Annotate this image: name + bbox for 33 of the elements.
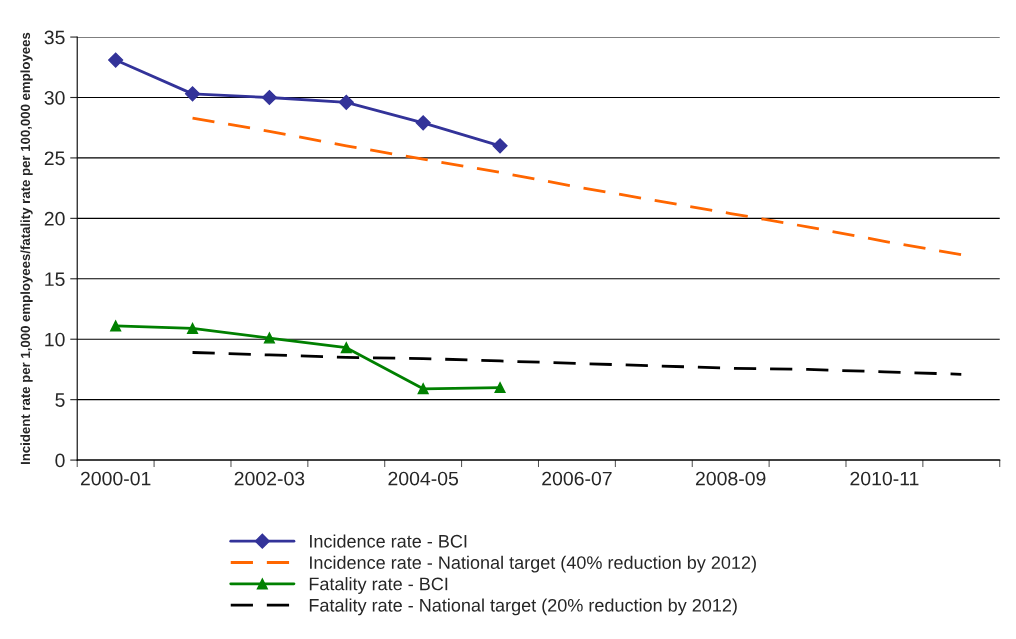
legend-label: Incidence rate - BCI [310, 534, 467, 548]
line-series [191, 116, 963, 256]
point [108, 52, 124, 68]
point [186, 322, 199, 334]
y-tick-label: 30 [44, 90, 65, 105]
y-tick-label: 25 [44, 151, 65, 166]
point [492, 138, 508, 154]
y-tick-label: 10 [45, 332, 65, 347]
y-tick-label: 20 [44, 211, 65, 226]
y-tick-label: 35 [44, 30, 65, 45]
y-tick-label: 5 [55, 393, 65, 407]
y-tick-label: 15 [45, 272, 65, 287]
legend-label: Incidence rate - National target (40% reduction by 2012) [310, 555, 756, 573]
point [184, 86, 201, 102]
y-tick-label: 0 [55, 453, 65, 468]
point [261, 89, 277, 106]
point [415, 115, 431, 131]
point [263, 332, 275, 344]
x-tick-label: 2004-05 [388, 471, 459, 486]
x-tick-label: 2002-03 [234, 471, 305, 486]
x-tick-label: 2010-11 [850, 471, 919, 486]
line-series [191, 351, 963, 376]
point [494, 382, 506, 394]
point [338, 94, 354, 110]
point [417, 383, 429, 395]
legend-label: Fatality rate - BCI [309, 577, 448, 594]
legend-label: Fatality rate - National target (20% reduction by 2012) [309, 598, 737, 616]
x-tick-label: 2000-01 [80, 471, 151, 486]
y-axis-title: Incident rate per 1,000 employees/fatality rate per 100,000 employees [20, 32, 33, 465]
x-tick-label: 2006-07 [542, 471, 612, 486]
point [110, 320, 122, 332]
x-tick-label: 2008-09 [695, 471, 766, 486]
point [340, 342, 352, 354]
